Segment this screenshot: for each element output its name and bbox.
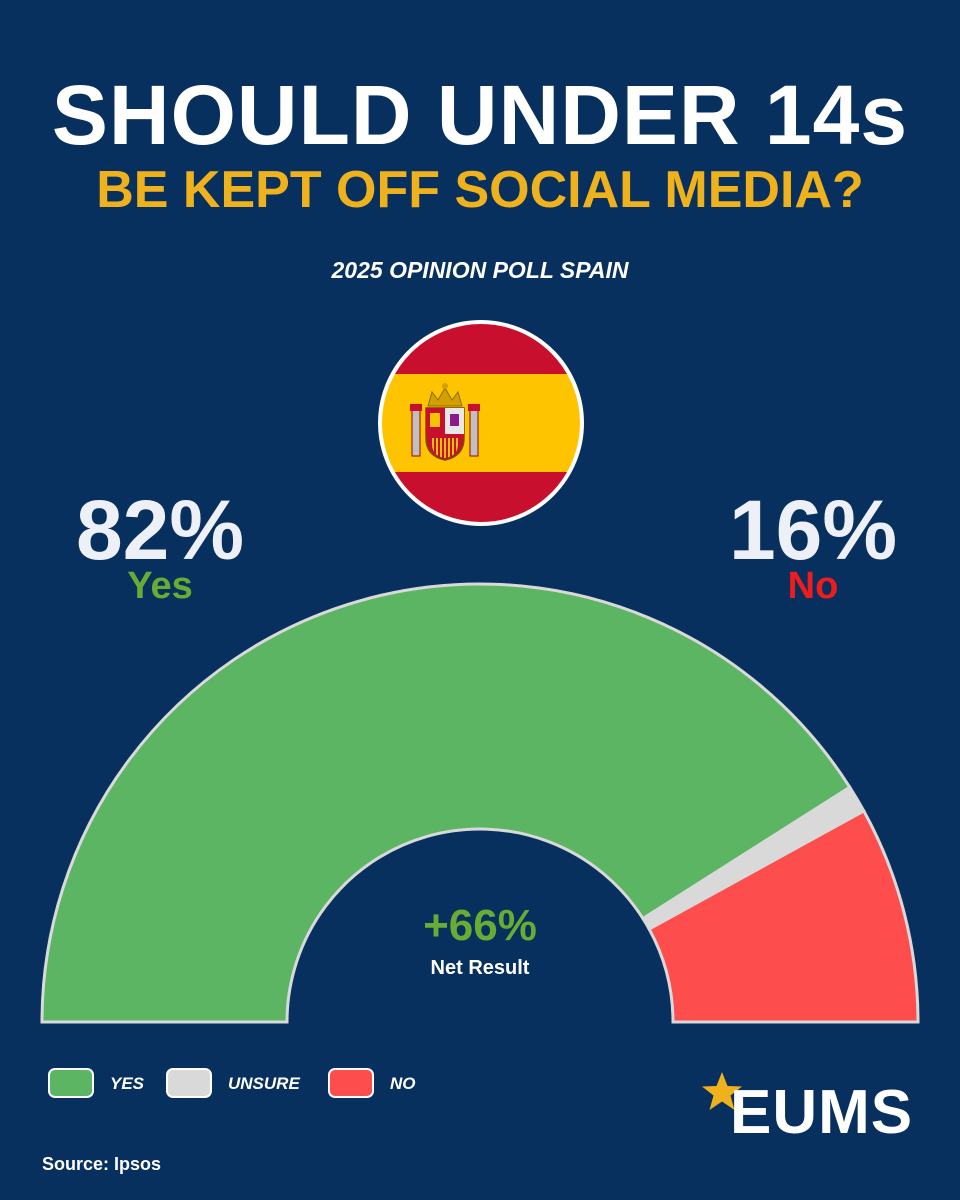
eums-logo: EUMS xyxy=(700,1070,914,1147)
semicircle-gauge-chart xyxy=(40,582,920,1024)
source-note: Source: Ipsos xyxy=(42,1154,162,1174)
star-icon xyxy=(702,1072,742,1110)
poll-subtitle: 2025 OPINION POLL SPAIN xyxy=(331,257,629,283)
yes-percentage: 82% xyxy=(75,483,245,577)
spain-flag-icon xyxy=(378,320,584,526)
legend-label-no: NO xyxy=(390,1074,416,1093)
coat-of-arms-icon xyxy=(410,383,480,461)
legend-swatch-no xyxy=(328,1068,374,1098)
logo-text: EUMS xyxy=(730,1078,914,1147)
title-line-2: BE KEPT OFF SOCIAL MEDIA? xyxy=(96,161,864,219)
legend-swatch-unsure xyxy=(166,1068,212,1098)
legend-swatch-yes xyxy=(48,1068,94,1098)
legend-label-yes: YES xyxy=(110,1074,145,1093)
title-line-1: SHOULD UNDER 14s xyxy=(51,68,909,162)
yes-label: Yes xyxy=(127,565,193,607)
net-result-label: Net Result xyxy=(430,957,530,979)
gauge-segment-yes xyxy=(40,582,852,1024)
no-percentage: 16% xyxy=(728,483,898,577)
no-label: No xyxy=(787,565,839,607)
gauge-segment-no xyxy=(647,808,920,1024)
legend-label-unsure: UNSURE xyxy=(228,1074,300,1093)
net-result-value: +66% xyxy=(423,901,537,950)
